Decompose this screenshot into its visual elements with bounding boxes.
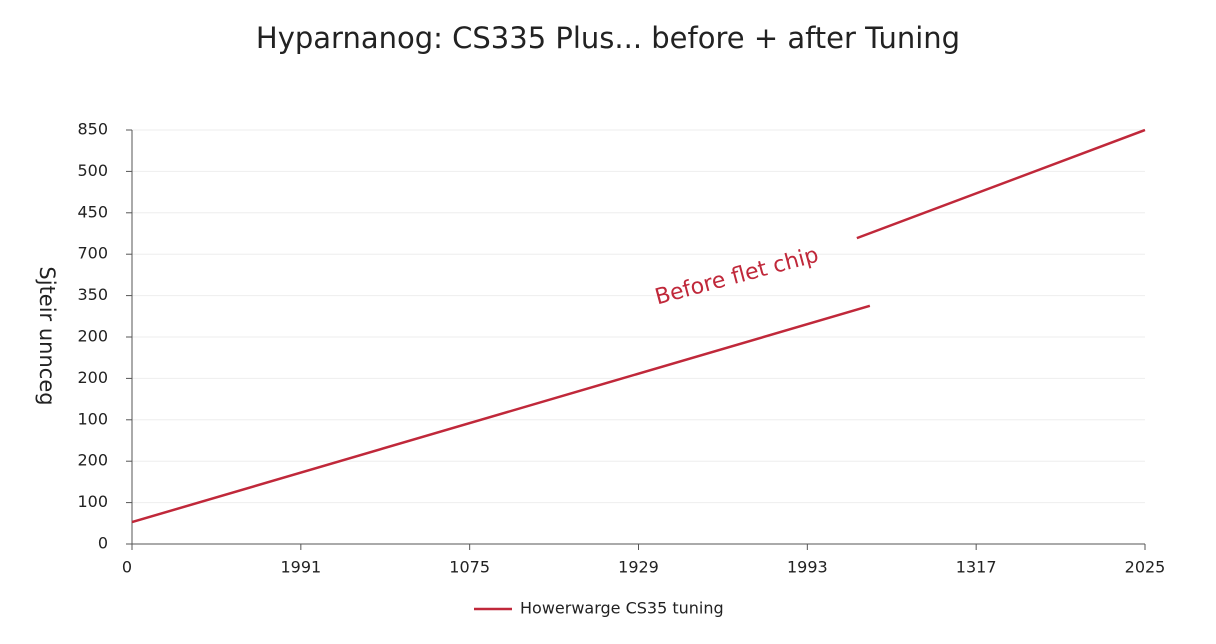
x-tick-label: 1075 bbox=[449, 558, 490, 577]
y-tick-label: 0 bbox=[98, 534, 108, 553]
x-tick-label: 1929 bbox=[618, 558, 659, 577]
x-tick-label: 2025 bbox=[1125, 558, 1166, 577]
y-axis-label: Sjteir unnceg bbox=[35, 266, 59, 405]
y-tick-label: 200 bbox=[77, 368, 108, 387]
x-tick-label: 1317 bbox=[956, 558, 997, 577]
y-tick-label: 850 bbox=[77, 120, 108, 139]
x-tick-label: 1993 bbox=[787, 558, 828, 577]
line bbox=[131, 128, 1146, 524]
x-tick-label: 1991 bbox=[280, 558, 321, 577]
chart-title: Hyparnanog: CS335 Plus... before + after… bbox=[256, 21, 960, 55]
y-tick-label: 100 bbox=[77, 409, 108, 428]
y-tick-label: 100 bbox=[77, 492, 108, 511]
annotation: Before flet chip bbox=[652, 243, 821, 311]
y-tick-label: 700 bbox=[77, 244, 108, 263]
x-tick-label: 0 bbox=[122, 558, 132, 577]
y-tick-label: 450 bbox=[77, 202, 108, 221]
y-tick-label: 200 bbox=[77, 327, 108, 346]
y-tick-label: 200 bbox=[77, 451, 108, 470]
y-tick-label: 500 bbox=[77, 161, 108, 180]
legend-label: Howerwarge CS35 tuning bbox=[520, 599, 724, 618]
y-tick-label: 350 bbox=[77, 285, 108, 304]
